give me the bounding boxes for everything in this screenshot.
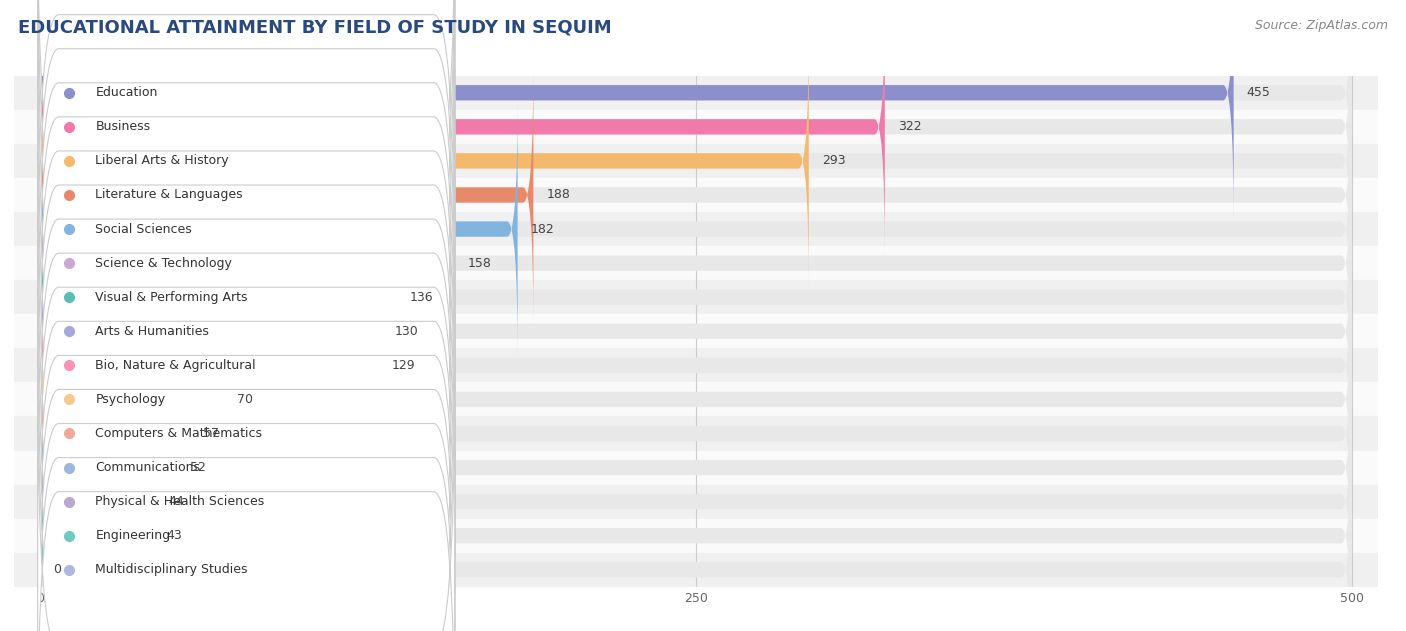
FancyBboxPatch shape	[41, 66, 533, 324]
FancyBboxPatch shape	[41, 373, 156, 630]
FancyBboxPatch shape	[38, 205, 454, 594]
Text: Social Sciences: Social Sciences	[96, 223, 193, 235]
FancyBboxPatch shape	[41, 0, 1351, 256]
FancyBboxPatch shape	[41, 0, 1233, 221]
FancyBboxPatch shape	[41, 407, 153, 631]
FancyBboxPatch shape	[41, 237, 378, 494]
FancyBboxPatch shape	[41, 305, 190, 562]
Text: Liberal Arts & History: Liberal Arts & History	[96, 155, 229, 167]
Text: Science & Technology: Science & Technology	[96, 257, 232, 269]
FancyBboxPatch shape	[41, 339, 1351, 596]
Bar	[14, 348, 1378, 382]
Bar	[14, 280, 1378, 314]
FancyBboxPatch shape	[41, 271, 224, 528]
Text: 136: 136	[411, 291, 433, 304]
Text: Physical & Health Sciences: Physical & Health Sciences	[96, 495, 264, 508]
Text: 57: 57	[202, 427, 219, 440]
Text: Psychology: Psychology	[96, 393, 166, 406]
Text: Engineering: Engineering	[96, 529, 170, 542]
FancyBboxPatch shape	[38, 35, 454, 423]
FancyBboxPatch shape	[41, 0, 884, 256]
Bar	[14, 553, 1378, 587]
Bar	[14, 314, 1378, 348]
Text: 43: 43	[166, 529, 181, 542]
FancyBboxPatch shape	[41, 203, 381, 460]
FancyBboxPatch shape	[41, 237, 1351, 494]
FancyBboxPatch shape	[41, 373, 1351, 630]
FancyBboxPatch shape	[38, 0, 454, 321]
Text: 0: 0	[53, 563, 62, 576]
Bar	[14, 212, 1378, 246]
Text: 188: 188	[547, 189, 571, 201]
Text: 44: 44	[169, 495, 184, 508]
FancyBboxPatch shape	[38, 239, 454, 628]
Text: 455: 455	[1247, 86, 1271, 99]
FancyBboxPatch shape	[41, 407, 1351, 631]
Text: 293: 293	[823, 155, 845, 167]
FancyBboxPatch shape	[38, 171, 454, 560]
FancyBboxPatch shape	[41, 441, 1351, 631]
Text: Multidisciplinary Studies: Multidisciplinary Studies	[96, 563, 247, 576]
Text: 52: 52	[190, 461, 205, 474]
Text: 129: 129	[392, 359, 415, 372]
FancyBboxPatch shape	[38, 341, 454, 631]
FancyBboxPatch shape	[38, 103, 454, 492]
FancyBboxPatch shape	[38, 69, 454, 457]
FancyBboxPatch shape	[38, 0, 454, 355]
FancyBboxPatch shape	[41, 168, 396, 426]
Bar	[14, 178, 1378, 212]
Text: 158: 158	[468, 257, 492, 269]
FancyBboxPatch shape	[38, 307, 454, 631]
Bar	[14, 144, 1378, 178]
FancyBboxPatch shape	[41, 168, 1351, 426]
Text: Education: Education	[96, 86, 157, 99]
FancyBboxPatch shape	[38, 375, 454, 631]
FancyBboxPatch shape	[41, 305, 1351, 562]
Text: Source: ZipAtlas.com: Source: ZipAtlas.com	[1254, 19, 1388, 32]
Text: Bio, Nature & Agricultural: Bio, Nature & Agricultural	[96, 359, 256, 372]
Bar	[14, 110, 1378, 144]
FancyBboxPatch shape	[38, 1, 454, 389]
FancyBboxPatch shape	[41, 134, 454, 392]
Text: Literature & Languages: Literature & Languages	[96, 189, 243, 201]
FancyBboxPatch shape	[41, 32, 1351, 290]
FancyBboxPatch shape	[41, 32, 808, 290]
Bar	[14, 76, 1378, 110]
FancyBboxPatch shape	[41, 100, 1351, 358]
Text: Arts & Humanities: Arts & Humanities	[96, 325, 209, 338]
FancyBboxPatch shape	[38, 273, 454, 631]
Text: 182: 182	[530, 223, 554, 235]
FancyBboxPatch shape	[41, 134, 1351, 392]
FancyBboxPatch shape	[41, 66, 1351, 324]
Text: 70: 70	[238, 393, 253, 406]
Bar	[14, 485, 1378, 519]
Bar	[14, 451, 1378, 485]
FancyBboxPatch shape	[41, 0, 1351, 221]
Text: EDUCATIONAL ATTAINMENT BY FIELD OF STUDY IN SEQUIM: EDUCATIONAL ATTAINMENT BY FIELD OF STUDY…	[18, 19, 612, 37]
FancyBboxPatch shape	[38, 137, 454, 526]
Bar	[14, 519, 1378, 553]
FancyBboxPatch shape	[41, 100, 517, 358]
Text: Visual & Performing Arts: Visual & Performing Arts	[96, 291, 247, 304]
FancyBboxPatch shape	[38, 0, 454, 287]
FancyBboxPatch shape	[41, 339, 177, 596]
Text: Business: Business	[96, 121, 150, 133]
FancyBboxPatch shape	[41, 271, 1351, 528]
FancyBboxPatch shape	[41, 203, 1351, 460]
Text: 130: 130	[394, 325, 418, 338]
Bar	[14, 246, 1378, 280]
Text: Computers & Mathematics: Computers & Mathematics	[96, 427, 263, 440]
Bar	[14, 416, 1378, 451]
Text: Communications: Communications	[96, 461, 201, 474]
Bar	[14, 382, 1378, 416]
Text: 322: 322	[898, 121, 921, 133]
